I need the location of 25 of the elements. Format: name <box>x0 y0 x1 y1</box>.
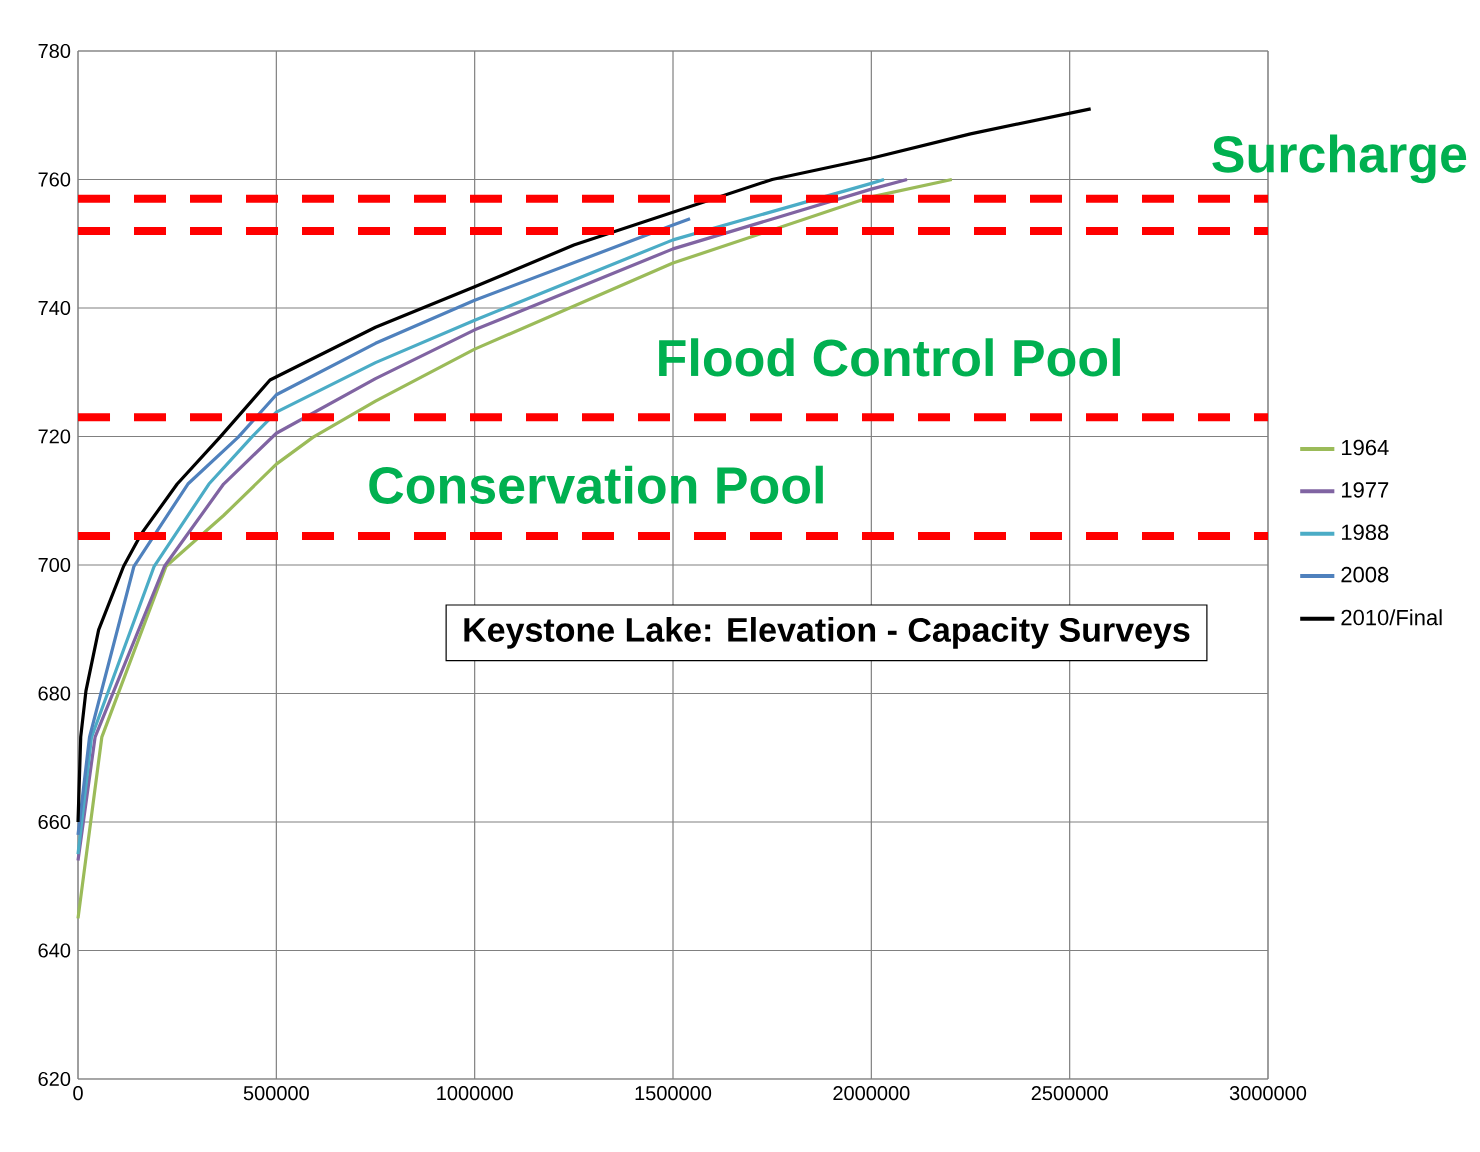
x-tick-label: 0 <box>73 1086 83 1101</box>
y-tick-label: 780 <box>38 43 71 59</box>
annotation: Surcharge <box>1212 134 1467 184</box>
x-tick-label: 500000 <box>243 1086 309 1101</box>
legend-label: 1988 <box>1342 524 1389 541</box>
x-tick-label: 2500000 <box>1031 1086 1108 1101</box>
y-tick-label: 740 <box>38 300 71 316</box>
x-tick-label: 1500000 <box>635 1086 712 1101</box>
legend-label: 2008 <box>1341 566 1389 583</box>
x-tick-label: 3000000 <box>1229 1086 1307 1101</box>
y-tick-label: 720 <box>38 429 71 444</box>
y-tick-label: 760 <box>38 172 71 187</box>
x-tick-label: 2000000 <box>833 1086 910 1101</box>
x-tick-label: 1000000 <box>437 1086 513 1101</box>
annotation: Flood Control Pool <box>659 338 1120 377</box>
y-tick-label: 680 <box>38 686 71 701</box>
y-tick-label: 660 <box>38 814 71 830</box>
y-tick-label: 700 <box>38 557 71 573</box>
y-tick-label: 620 <box>38 1071 71 1087</box>
legend-label: 1977 <box>1342 482 1389 498</box>
annotation: Conservation Pool <box>369 465 823 504</box>
legend-label: 2010/Final <box>1341 609 1442 626</box>
y-tick-label: 640 <box>38 943 71 958</box>
text: Keystone Lake: Elevation - Capacity Surveys <box>464 617 1190 649</box>
legend-label: 1964 <box>1342 439 1389 456</box>
